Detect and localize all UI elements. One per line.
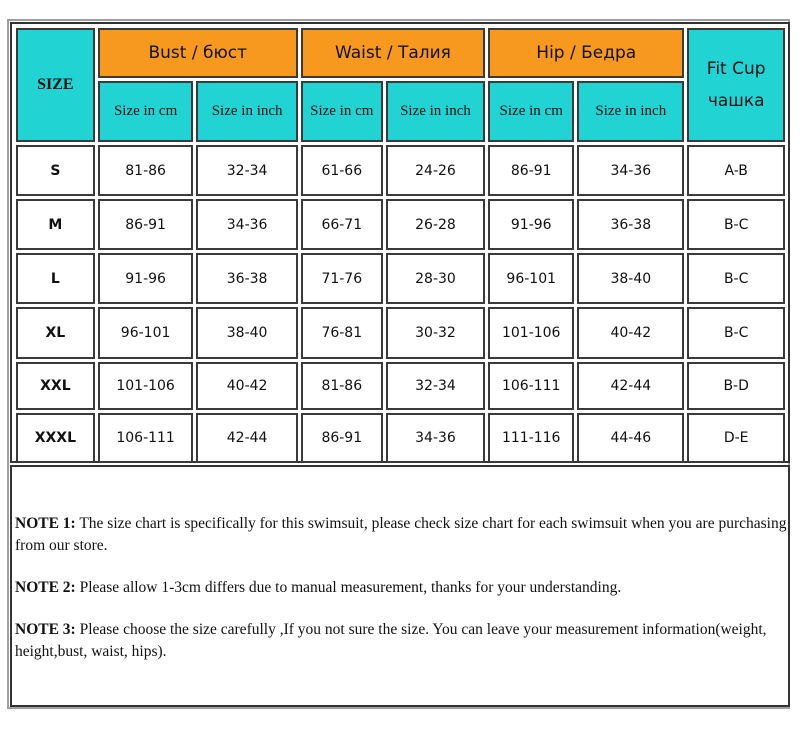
sub-header: Size in inch bbox=[385, 81, 486, 142]
table-cell: 86-91 bbox=[300, 413, 383, 463]
table-row: S 81-86 32-34 61-66 24-26 86-91 34-36 A-B bbox=[16, 145, 785, 196]
table-row: XL 96-101 38-40 76-81 30-32 101-106 40-42 B-C bbox=[16, 307, 785, 359]
table-cell: 71-76 bbox=[300, 253, 383, 304]
table-cell: 42-44 bbox=[196, 413, 298, 463]
table-cell: 76-81 bbox=[300, 307, 383, 359]
waist-header: Waist / Талия bbox=[300, 28, 486, 78]
table-cell: 36-38 bbox=[196, 253, 298, 304]
cup-header-en: Fit Cup bbox=[706, 59, 766, 79]
table-cell: 34-36 bbox=[196, 199, 298, 250]
hip-header: Hip / Бедра bbox=[488, 28, 685, 78]
size-label: S bbox=[16, 145, 95, 196]
table-cell: B-C bbox=[687, 253, 785, 304]
table-cell: 91-96 bbox=[488, 199, 575, 250]
size-label: M bbox=[16, 199, 95, 250]
note-text: Please choose the size carefully ,If you… bbox=[15, 621, 767, 660]
note-label: NOTE 2: bbox=[15, 579, 76, 596]
size-table: SIZE Bust / бюст Waist / Талия Hip / Бед… bbox=[13, 25, 788, 466]
table-cell: 86-91 bbox=[488, 145, 575, 196]
table-cell: 96-101 bbox=[488, 253, 575, 304]
table-cell: D-E bbox=[687, 413, 785, 463]
table-cell: 81-86 bbox=[300, 362, 383, 410]
size-label: XL bbox=[16, 307, 95, 359]
table-cell: 44-46 bbox=[577, 413, 685, 463]
table-cell: 106-111 bbox=[488, 362, 575, 410]
note-text: Please allow 1-3cm differs due to manual… bbox=[75, 579, 622, 596]
sub-header: Size in cm bbox=[300, 81, 383, 142]
cup-header-ru: чашка bbox=[707, 91, 765, 111]
table-row: L 91-96 36-38 71-76 28-30 96-101 38-40 B-C bbox=[16, 253, 785, 304]
note-1: NOTE 1: The size chart is specifically f… bbox=[15, 513, 788, 557]
table-cell: 111-116 bbox=[488, 413, 575, 463]
sub-header: Size in cm bbox=[488, 81, 575, 142]
size-label: L bbox=[16, 253, 95, 304]
table-cell: 101-106 bbox=[488, 307, 575, 359]
size-label: XXL bbox=[16, 362, 95, 410]
table-cell: 32-34 bbox=[196, 145, 298, 196]
table-cell: B-C bbox=[687, 307, 785, 359]
table-cell: 42-44 bbox=[577, 362, 685, 410]
sub-header: Size in inch bbox=[196, 81, 298, 142]
table-cell: 40-42 bbox=[196, 362, 298, 410]
sub-header: Size in inch bbox=[577, 81, 685, 142]
table-cell: A-B bbox=[687, 145, 785, 196]
table-cell: B-D bbox=[687, 362, 785, 410]
table-cell: B-C bbox=[687, 199, 785, 250]
table-cell: 86-91 bbox=[97, 199, 194, 250]
cup-header: Fit Cup чашка bbox=[687, 28, 785, 142]
notes-box: NOTE 1: The size chart is specifically f… bbox=[10, 465, 790, 707]
table-cell: 101-106 bbox=[97, 362, 194, 410]
table-cell: 91-96 bbox=[97, 253, 194, 304]
note-3: NOTE 3: Please choose the size carefully… bbox=[15, 619, 788, 663]
table-cell: 30-32 bbox=[385, 307, 486, 359]
table-cell: 81-86 bbox=[97, 145, 194, 196]
note-2: NOTE 2: Please allow 1-3cm differs due t… bbox=[15, 577, 788, 599]
sub-header: Size in cm bbox=[97, 81, 194, 142]
note-text: The size chart is specifically for this … bbox=[15, 515, 787, 554]
size-header: SIZE bbox=[16, 28, 95, 142]
table-cell: 34-36 bbox=[577, 145, 685, 196]
table-cell: 61-66 bbox=[300, 145, 383, 196]
table-cell: 32-34 bbox=[385, 362, 486, 410]
table-cell: 34-36 bbox=[385, 413, 486, 463]
table-row: M 86-91 34-36 66-71 26-28 91-96 36-38 B-C bbox=[16, 199, 785, 250]
table-cell: 24-26 bbox=[385, 145, 486, 196]
table-cell: 28-30 bbox=[385, 253, 486, 304]
note-label: NOTE 1: bbox=[15, 515, 76, 532]
size-label: XXXL bbox=[16, 413, 95, 463]
note-label: NOTE 3: bbox=[15, 621, 76, 638]
table-cell: 36-38 bbox=[577, 199, 685, 250]
size-chart: SIZE Bust / бюст Waist / Талия Hip / Бед… bbox=[10, 22, 790, 463]
table-cell: 66-71 bbox=[300, 199, 383, 250]
table-cell: 96-101 bbox=[97, 307, 194, 359]
table-cell: 38-40 bbox=[577, 253, 685, 304]
table-cell: 106-111 bbox=[97, 413, 194, 463]
table-cell: 40-42 bbox=[577, 307, 685, 359]
table-row: XXXL 106-111 42-44 86-91 34-36 111-116 44-46 D-… bbox=[16, 413, 785, 463]
table-cell: 38-40 bbox=[196, 307, 298, 359]
table-row: XXL 101-106 40-42 81-86 32-34 106-111 42-44 B-D bbox=[16, 362, 785, 410]
table-cell: 26-28 bbox=[385, 199, 486, 250]
bust-header: Bust / бюст bbox=[97, 28, 298, 78]
